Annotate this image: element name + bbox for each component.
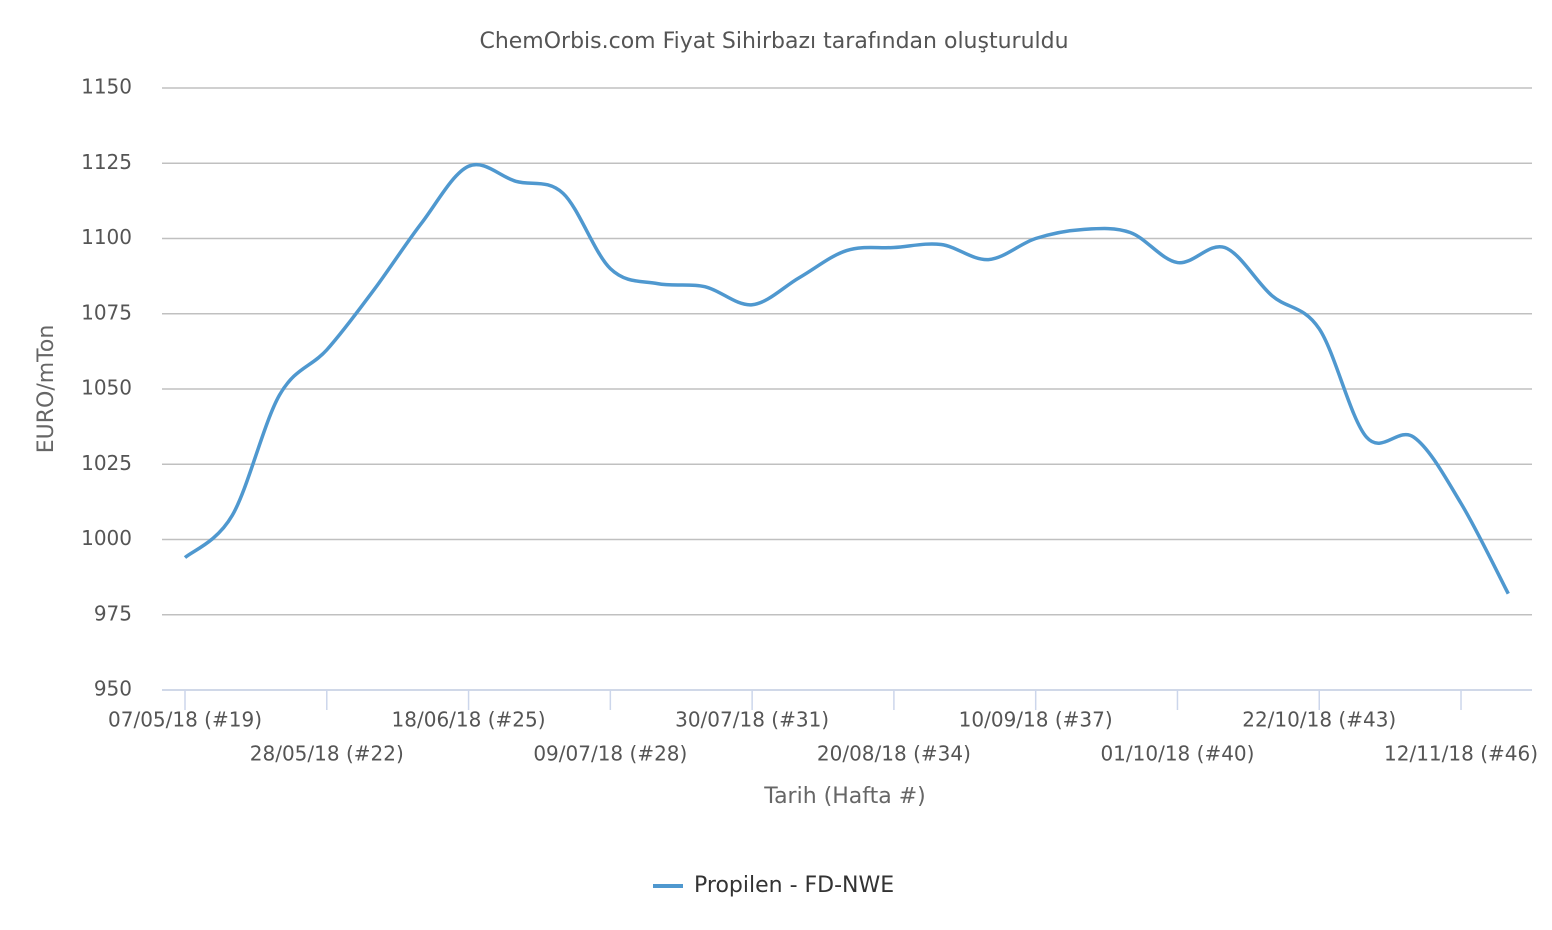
y-axis-title: EURO/mTon bbox=[34, 325, 59, 454]
chart-title: ChemOrbis.com Fiyat Sihirbazı tarafından… bbox=[479, 29, 1068, 54]
x-tick-label: 20/08/18 (#34) bbox=[817, 742, 971, 766]
y-tick-label: 1075 bbox=[81, 300, 132, 324]
x-tick-label: 12/11/18 (#46) bbox=[1384, 742, 1538, 766]
x-tick-label: 22/10/18 (#43) bbox=[1242, 708, 1396, 732]
y-tick-label: 975 bbox=[94, 601, 132, 625]
x-tick-label: 01/10/18 (#40) bbox=[1100, 742, 1254, 766]
x-tick-label: 30/07/18 (#31) bbox=[675, 708, 829, 732]
x-tick-label: 09/07/18 (#28) bbox=[533, 742, 687, 766]
y-tick-label: 1050 bbox=[81, 376, 132, 400]
y-tick-label: 1025 bbox=[81, 451, 132, 475]
data-line bbox=[183, 162, 1510, 595]
x-tick-label: 10/09/18 (#37) bbox=[959, 708, 1113, 732]
y-tick-label: 1125 bbox=[81, 150, 132, 174]
y-tick-label: 950 bbox=[94, 677, 132, 701]
x-tick-label: 28/05/18 (#22) bbox=[250, 742, 404, 766]
y-tick-label: 1150 bbox=[81, 75, 132, 99]
legend-label: Propilen - FD-NWE bbox=[694, 873, 894, 898]
x-axis-title: Tarih (Hafta #) bbox=[763, 784, 925, 809]
x-tick-label: 07/05/18 (#19) bbox=[108, 708, 262, 732]
x-tick-label: 18/06/18 (#25) bbox=[392, 708, 546, 732]
y-tick-label: 1000 bbox=[81, 526, 132, 550]
y-tick-label: 1100 bbox=[81, 225, 132, 249]
